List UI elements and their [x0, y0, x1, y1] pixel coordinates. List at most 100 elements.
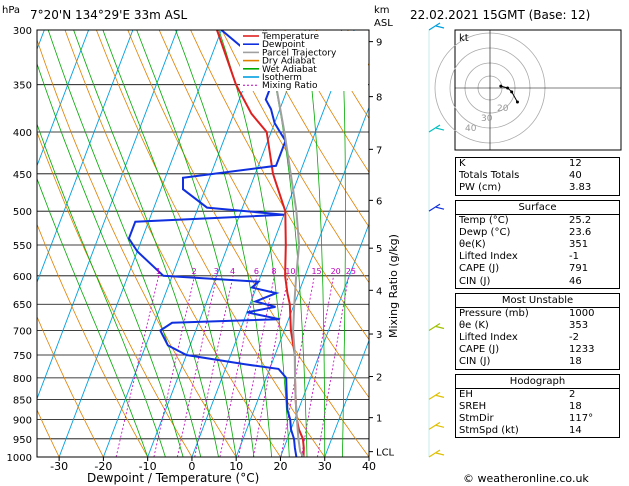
wet-adiabat-line [175, 30, 272, 457]
dry-adiabat-line [284, 30, 369, 173]
temperature-tick-label: -10 [139, 460, 157, 473]
hodograph-point [499, 84, 503, 88]
index-value: 40 [569, 170, 582, 182]
mixing-ratio-label: 20 [331, 267, 341, 276]
km-tick-label: 8 [376, 93, 382, 104]
index-value: 14 [569, 425, 582, 437]
mixing-ratio-axis-label: Mixing Ratio (g/kg) [387, 234, 400, 338]
index-row: Temp (°C) 25.2 [456, 213, 619, 227]
isotherm-line [280, 222, 369, 457]
indices-top-box: K 12 Totals Totals 40 PW (cm) 3.83 [455, 157, 620, 196]
wet-adiabat-line [37, 62, 184, 457]
mixing-ratio-line [153, 275, 195, 457]
dry-adiabat-line [37, 131, 193, 457]
index-label: CIN (J) [459, 275, 491, 287]
isotherm-line [37, 30, 90, 168]
km-tick-label: LCL [376, 448, 395, 459]
wet-adiabat-line [341, 30, 346, 457]
most-unstable-box: Most Unstable Pressure (mb) 1000 θe (K) 353… [455, 292, 620, 370]
index-row: CAPE (J) 1233 [456, 344, 619, 356]
temperature-tick-label: -20 [94, 460, 112, 473]
index-value: 1233 [569, 344, 595, 356]
index-row: Totals Totals 40 [456, 170, 619, 182]
index-value: 353 [569, 319, 589, 331]
index-value: 23.6 [569, 226, 592, 238]
hodograph: kt 40 30 20 [434, 29, 622, 151]
temperature-tick-label: -30 [50, 460, 68, 473]
mixing-ratio-label: 25 [346, 267, 356, 276]
index-value: 12 [569, 158, 582, 169]
hodograph-ring-label: 30 [481, 114, 493, 124]
dewpoint-line [127, 30, 298, 457]
pressure-tick-label: 750 [13, 351, 32, 362]
legend-background [240, 31, 368, 91]
left-unit-label: hPa [2, 5, 20, 16]
temperature-tick-label: 40 [362, 460, 376, 473]
index-row: CIN (J) 46 [456, 276, 619, 288]
hodograph-ring-label: 40 [465, 124, 477, 134]
hodograph-indices-box: Hodograph EH 2 SREH 18 StmDir 117° StmSpd (kt)… [455, 373, 620, 439]
mixing-ratio-label: 3 [214, 267, 219, 276]
km-tick-label: 3 [376, 330, 382, 341]
index-value: -1 [569, 251, 579, 263]
mixing-ratio-line [301, 275, 334, 457]
index-label: CAPE (J) [459, 344, 500, 356]
index-label: θe(K) [459, 238, 486, 250]
pressure-tick-label: 650 [13, 300, 32, 311]
index-row: Pressure (mb) 1000 [456, 306, 619, 320]
index-row: Lifted Index -1 [456, 251, 619, 263]
km-tick-label: 1 [376, 414, 382, 425]
hodograph-indices-title: Hodograph [509, 375, 566, 387]
index-label: Lifted Index [459, 332, 518, 344]
mixing-ratio-label: 6 [254, 267, 259, 276]
index-label: Pressure (mb) [459, 307, 529, 319]
wind-barb [428, 421, 441, 430]
pressure-tick-label: 550 [13, 241, 32, 252]
hodograph-point [506, 86, 510, 90]
wind-barb [428, 322, 441, 332]
index-label: CAPE (J) [459, 263, 500, 275]
dry-adiabat-line [37, 223, 149, 457]
pressure-tick-label: 700 [13, 327, 32, 338]
mixing-ratio-line [252, 275, 289, 457]
temperature-tick-label: 20 [273, 460, 287, 473]
km-tick-label: 7 [376, 145, 382, 156]
dry-adiabat-line [37, 409, 60, 457]
km-tick-label: 9 [376, 38, 382, 49]
index-row: StmSpd (kt) 14 [456, 425, 619, 437]
index-label: SREH [459, 400, 487, 412]
surface-box: Surface Temp (°C) 25.2 Dewp (°C) 23.6 θe(K) 3… [455, 199, 620, 289]
isotherm-line [37, 30, 134, 284]
temperature-tick-label: 10 [229, 460, 243, 473]
legend-label: Isotherm [262, 73, 302, 83]
index-label: Dewp (°C) [459, 226, 511, 238]
index-row: Dewp (°C) 23.6 [456, 227, 619, 239]
pressure-tick-label: 500 [13, 207, 32, 218]
mixing-ratio-line [115, 275, 160, 457]
temperature-tick-label: 30 [318, 460, 332, 473]
isotherm-line [324, 339, 369, 457]
index-value: 117° [569, 413, 594, 424]
wind-barb-flag [435, 206, 445, 210]
mixing-ratio-label: 4 [230, 267, 235, 276]
index-row: EH 2 [456, 387, 619, 401]
pressure-tick-label: 450 [13, 170, 32, 181]
index-label: StmSpd (kt) [459, 425, 519, 437]
mixing-ratio-line [280, 275, 315, 457]
index-value: -2 [569, 332, 579, 344]
pressure-tick-label: 300 [13, 26, 32, 37]
wind-barb-flag [435, 452, 445, 456]
km-tick-label: 4 [376, 286, 382, 297]
wet-adiabat-line [262, 30, 308, 457]
wind-barb [428, 22, 441, 31]
pressure-tick-label: 350 [13, 81, 32, 92]
mixing-ratio-label: 1 [156, 267, 161, 276]
km-tick-label: 6 [376, 196, 382, 207]
mixing-ratio-line [317, 275, 350, 457]
mixing-ratio-line [177, 275, 218, 457]
wind-barb [428, 124, 441, 133]
pressure-tick-label: 1000 [7, 453, 32, 464]
wind-barb-flag [435, 325, 445, 330]
index-value: 18 [569, 356, 582, 368]
